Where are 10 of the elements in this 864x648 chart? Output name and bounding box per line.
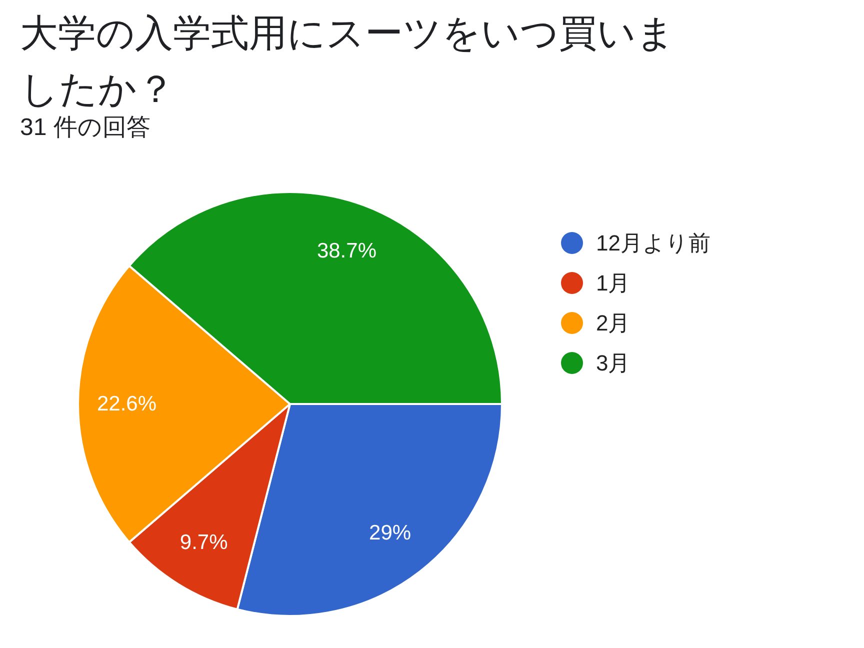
legend-label: 12月より前 [596, 230, 710, 256]
legend-label: 1月 [596, 270, 630, 296]
legend-label: 2月 [596, 310, 630, 336]
data-label: 38.7% [316, 239, 377, 262]
chart-subtitle: 31 件の回答 [20, 113, 150, 143]
data-label: 9.7% [180, 531, 228, 554]
chart-title: 大学の入学式用にスーツをいつ買いましたか？ [20, 13, 675, 111]
data-label: 29% [369, 521, 412, 544]
legend-label: 3月 [596, 350, 630, 376]
data-label: 22.6% [96, 392, 157, 416]
